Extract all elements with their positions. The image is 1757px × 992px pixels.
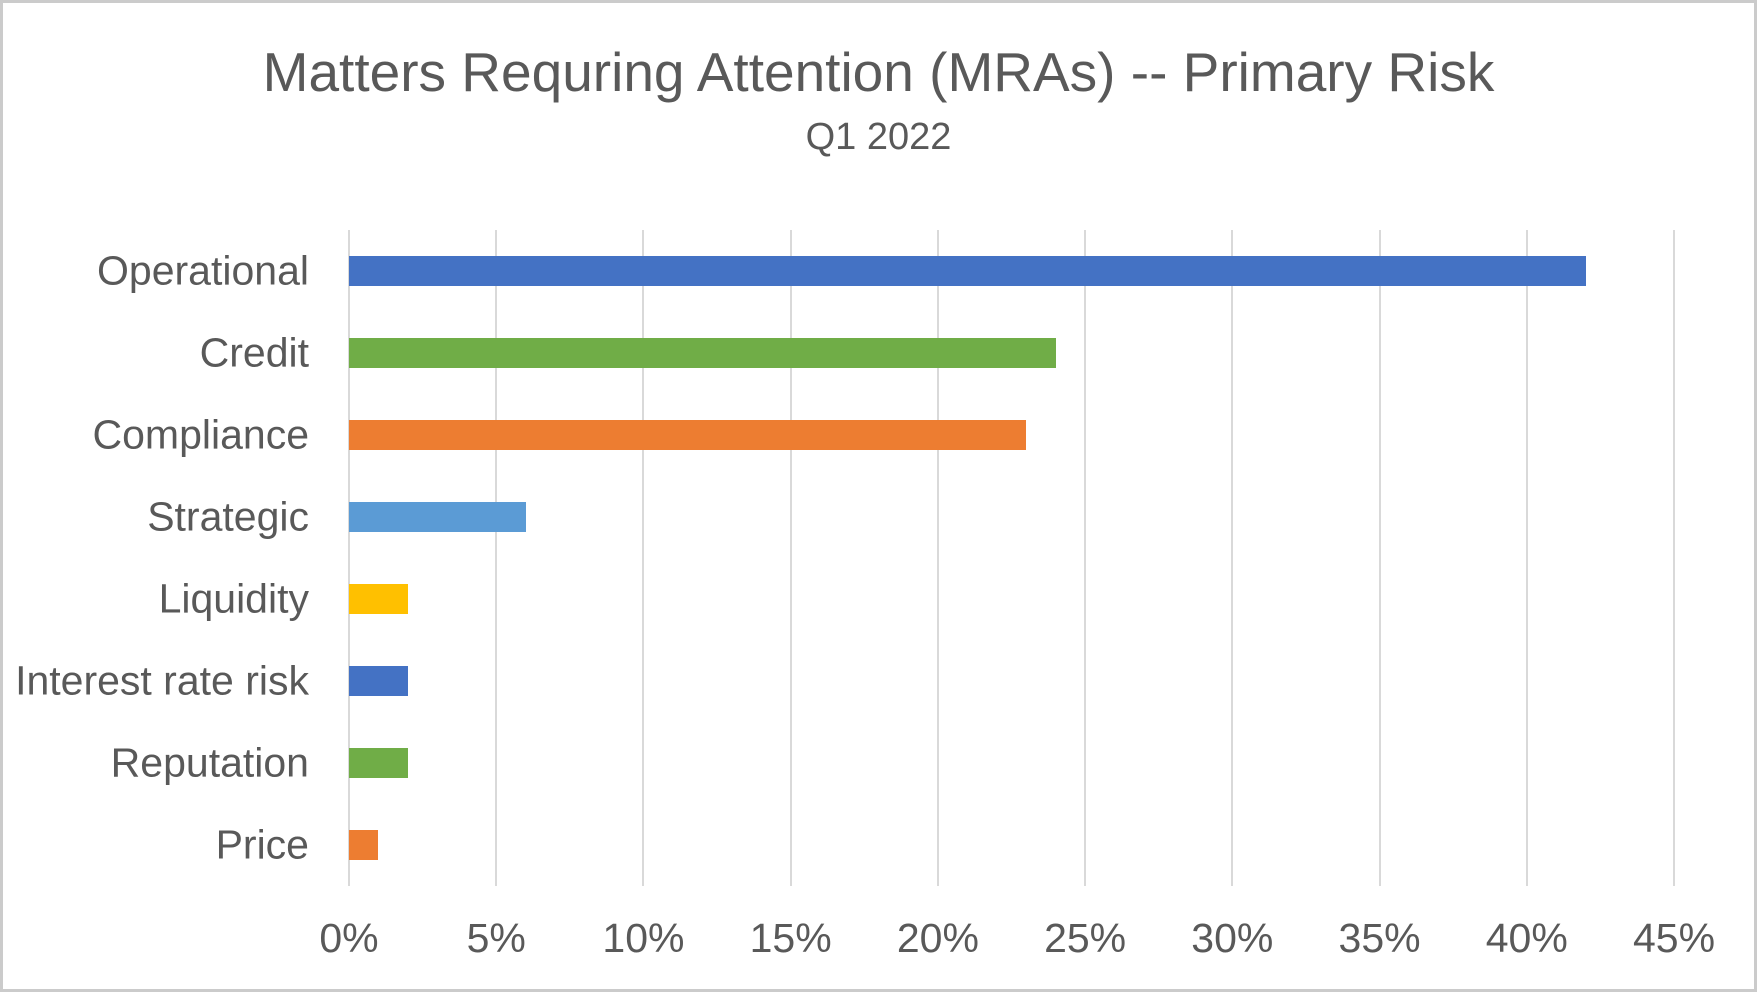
chart-row-liquidity: Liquidity xyxy=(3,558,1754,640)
x-tick-label-15%: 15% xyxy=(749,915,832,961)
chart-row-interest-rate-risk: Interest rate risk xyxy=(3,640,1754,722)
gridline-45% xyxy=(1673,230,1675,886)
bar-operational xyxy=(349,256,1586,286)
category-label-interest-rate-risk: Interest rate risk xyxy=(15,657,309,704)
chart-row-reputation: Reputation xyxy=(3,722,1754,804)
x-tick-label-45%: 45% xyxy=(1632,915,1716,961)
bar-credit xyxy=(349,338,1056,368)
gridline-25% xyxy=(1084,230,1087,886)
chart-row-strategic: Strategic xyxy=(3,476,1754,558)
chart-subtitle: Q1 2022 xyxy=(805,116,952,158)
gridline-35% xyxy=(1378,230,1381,886)
gridline-5% xyxy=(495,230,498,886)
gridline-0% xyxy=(348,230,350,886)
x-tick-label-5%: 5% xyxy=(466,915,526,961)
bar-compliance xyxy=(349,420,1027,450)
gridline-30% xyxy=(1231,230,1234,886)
gridline-10% xyxy=(642,230,645,886)
category-label-credit: Credit xyxy=(199,329,309,376)
x-tick-label-40%: 40% xyxy=(1485,915,1568,961)
plot-area: 0% 5% 10% 15% 20% 25% 30% 35% 40% 45% Operational C… xyxy=(3,3,1754,989)
bar-interest-rate-risk xyxy=(349,666,408,696)
x-tick-label-0%: 0% xyxy=(319,915,379,961)
gridline-15% xyxy=(789,230,792,886)
x-tick-label-35%: 35% xyxy=(1338,915,1421,961)
x-tick-label-30%: 30% xyxy=(1191,915,1274,961)
category-label-price: Price xyxy=(215,821,309,868)
chart-row-operational: Operational xyxy=(3,230,1754,312)
bar-strategic xyxy=(349,502,526,532)
x-tick-label-10%: 10% xyxy=(602,915,685,961)
bar-price xyxy=(349,830,379,860)
x-tick-label-20%: 20% xyxy=(896,915,979,961)
chart-title: Matters Requring Attention (MRAs) -- Pri… xyxy=(262,41,1495,103)
chart-row-compliance: Compliance xyxy=(3,394,1754,476)
gridline-20% xyxy=(936,230,939,886)
bar-liquidity xyxy=(349,584,408,614)
bar-reputation xyxy=(349,748,408,778)
category-label-operational: Operational xyxy=(97,247,309,294)
category-label-reputation: Reputation xyxy=(110,739,309,786)
category-label-strategic: Strategic xyxy=(147,493,309,540)
chart-row-credit: Credit xyxy=(3,312,1754,394)
category-label-compliance: Compliance xyxy=(92,411,310,458)
x-tick-label-25%: 25% xyxy=(1044,915,1127,961)
category-label-liquidity: Liquidity xyxy=(158,575,309,622)
gridline-40% xyxy=(1525,230,1528,886)
chart-row-price: Price xyxy=(3,804,1754,886)
